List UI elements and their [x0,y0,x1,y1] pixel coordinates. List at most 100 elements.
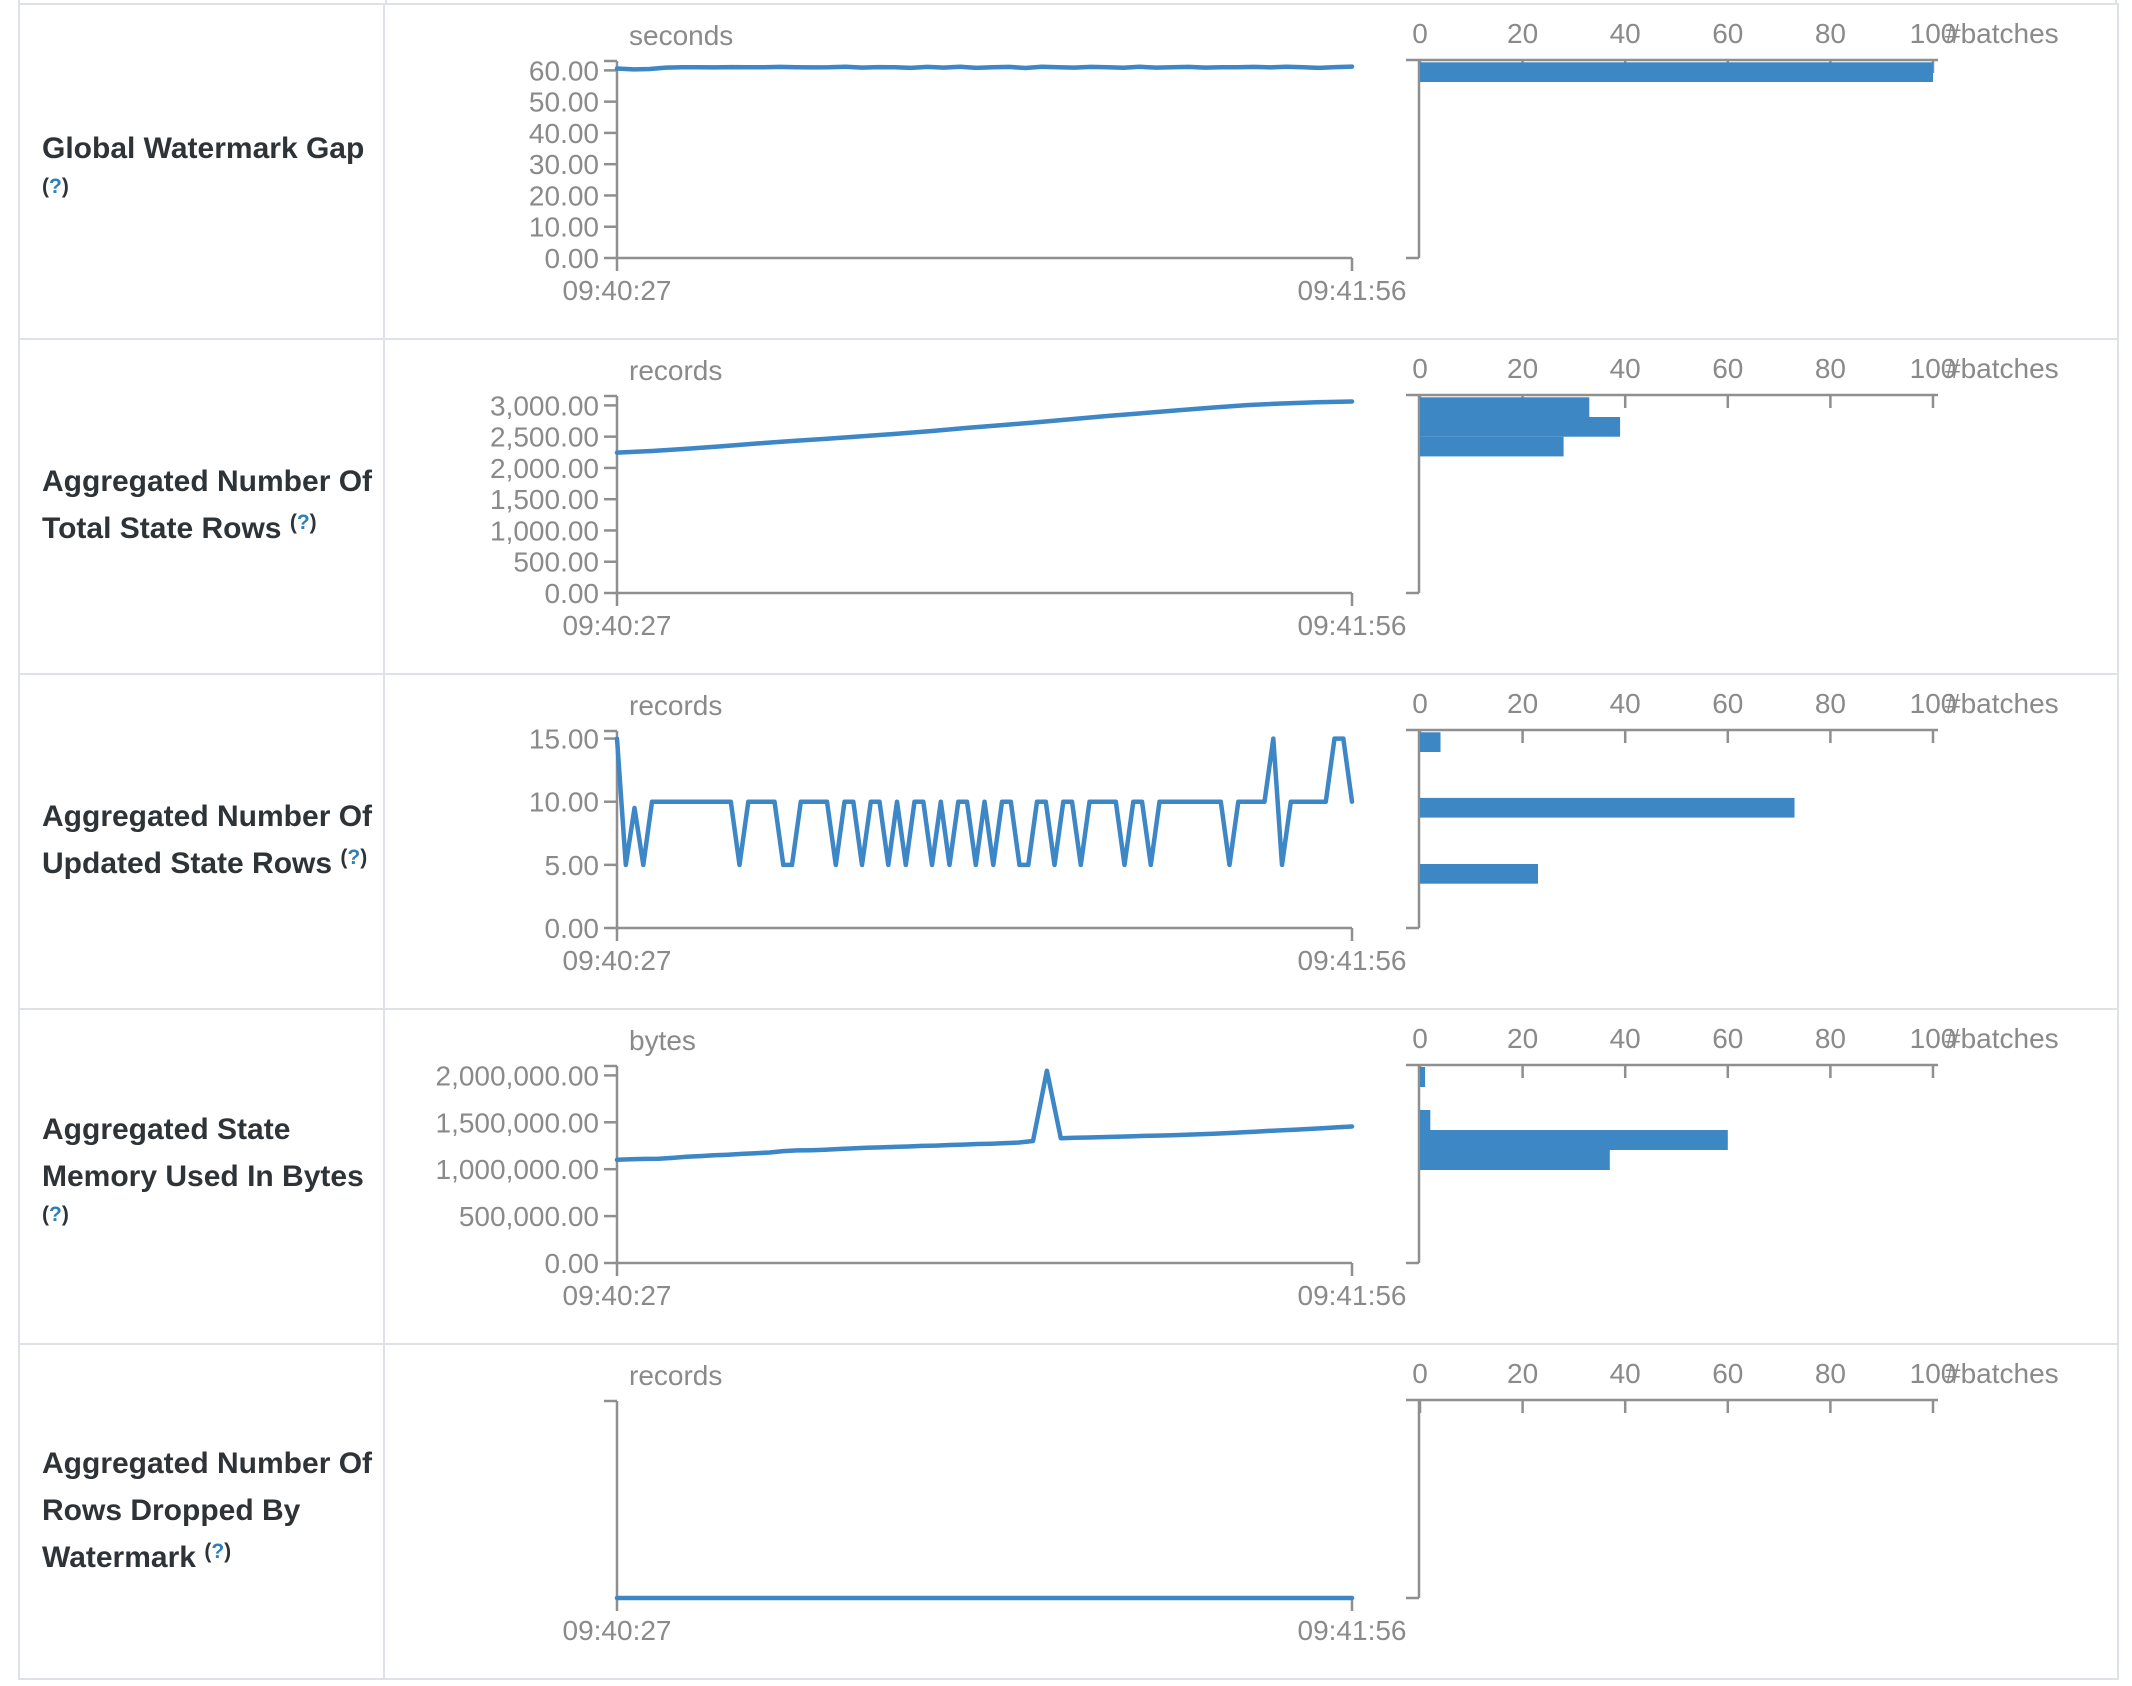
metric-charts-cell: records 09:40:27 09:41:56 0 20 40 60 80 100 #batc… [385,1345,2117,1678]
timeline-x-start-label: 09:40:27 [563,275,672,306]
timeline-x-start-label: 09:40:27 [563,1615,672,1646]
histogram-x-tick-label: 80 [1815,1358,1846,1389]
histogram-bar [1420,62,1933,82]
timeline-x-start-label: 09:40:27 [563,1280,672,1311]
metric-charts-cell: bytes 2,000,000.00 1,500,000.00 1,000,000.0… [385,1010,2117,1343]
metric-row: Aggregated Number Of Updated State Rows … [20,675,2117,1010]
timeline-y-tick-label: 500.00 [513,547,599,578]
histogram-x-tick-label: 60 [1712,1023,1743,1054]
timeline-chart: records 3,000.002,500.002,000.001,500.001… [490,355,1407,641]
timeline-y-tick-label: 0.00 [545,1248,600,1279]
histogram-x-tick-label: 0 [1412,18,1428,49]
timeline-x-end-label: 09:41:56 [1298,275,1407,306]
histogram-axis-title: #batches [1945,353,2059,384]
histogram-x-tick-label: 60 [1712,688,1743,719]
timeline-y-tick-label: 3,000.00 [490,390,599,421]
charts-svg: bytes 2,000,000.00 1,500,000.00 1,000,000.0… [436,1023,2059,1311]
histogram-x-tick-label: 100 [1910,353,1957,384]
histogram-x-tick-label: 20 [1507,1358,1538,1389]
histogram-x-tick-label: 20 [1507,18,1538,49]
timeline-series-line [614,1068,1355,1163]
histogram-x-tick-label: 100 [1910,18,1957,49]
timeline-y-tick-label: 2,000,000.00 [436,1060,600,1091]
metric-row: Global Watermark Gap(?) (?) seconds60.00… [20,5,2117,340]
timeline-unit-label: records [629,355,722,386]
histogram-x-tick-label: 80 [1815,353,1846,384]
histogram-bar [1420,1067,1426,1087]
timeline-y-tick-label: 60.00 [529,55,599,86]
histogram-x-tick-label: 0 [1412,688,1428,719]
histogram-chart: 0 20 40 60 80 100#batches [1406,353,2059,595]
histogram-x-tick-label: 20 [1507,1023,1538,1054]
timeline-y-tick-label: 1,000.00 [490,515,599,546]
histogram-x-tick-label: 40 [1610,688,1641,719]
histogram-x-tick-label: 80 [1815,1023,1846,1054]
help-icon[interactable]: (?) [340,846,368,869]
metric-charts-cell: records 3,000.00 2,500.00 2,000.00 1,500.00 1… [385,340,2117,673]
help-icon[interactable]: (?) [42,1203,69,1226]
histogram-x-tick-label: 0 [1412,353,1428,384]
histogram-bar [1420,1110,1431,1130]
histogram-bar [1420,1130,1728,1150]
timeline-y-tick-label: 500,000.00 [459,1201,599,1232]
timeline-y-tick-label: 0.00 [545,913,600,944]
timeline-y-tick-label: 0.00 [545,243,600,274]
timeline-y-tick-label: 10.00 [529,212,599,243]
table-top-remnant-mid [385,0,387,4]
timeline-unit-label: records [629,1360,722,1391]
histogram-bar [1420,732,1441,752]
histogram-chart: 0 20 40 60 80 100#batches [1406,18,2059,260]
timeline-y-tick-label: 50.00 [529,87,599,118]
histogram-x-tick-label: 40 [1610,1023,1641,1054]
timeline-y-tick-label: 1,500.00 [490,484,599,515]
metric-label-cell: Aggregated Number Of Updated State Rows … [20,675,385,1008]
timeline-x-start-label: 09:40:27 [563,945,672,976]
charts-svg: records 09:40:27 09:41:56 0 20 40 60 80 100#batc… [563,1358,2059,1646]
histogram-axis-title: #batches [1945,688,2059,719]
histogram-x-tick-label: 40 [1610,18,1641,49]
timeline-chart: bytes 2,000,000.00 1,500,000.00 1,000,000.0… [436,1025,1407,1311]
timeline-x-start-label: 09:40:27 [563,610,672,641]
help-icon[interactable]: (?) [204,1539,232,1563]
histogram-x-tick-label: 60 [1712,1358,1743,1389]
metric-charts-cell: seconds 60.00 50.00 40.00 30.00 20.00 10.00 0.0… [385,5,2117,338]
metric-row: Aggregated State Memory Used In Bytes (?)… [20,1010,2117,1345]
timeline-y-tick-label: 2,500.00 [490,422,599,453]
timeline-y-tick-label: 40.00 [529,118,599,149]
metric-label: Global Watermark Gap [42,131,365,165]
metric-label-cell: Global Watermark Gap(?) (?) [20,5,385,338]
histogram-x-tick-label: 40 [1610,353,1641,384]
timeline-y-tick-label: 0.00 [545,578,600,609]
histogram-x-tick-label: 100 [1910,1023,1957,1054]
help-icon[interactable]: (?) [289,511,317,534]
timeline-chart: seconds 60.0050.0040.0030.0020.0010.000.0… [529,20,1407,306]
timeline-unit-label: bytes [629,1025,696,1056]
histogram-x-tick-label: 60 [1712,353,1743,384]
histogram-axis-title: #batches [1945,18,2059,49]
histogram-x-tick-label: 60 [1712,18,1743,49]
help-icon[interactable]: (?) [42,174,69,198]
streaming-metrics-table: Global Watermark Gap (?) (?) seconds 60.00… [18,3,2119,1680]
metric-label: Aggregated Number Of Total State Rows [42,465,373,545]
histogram-x-tick-label: 0 [1412,1358,1428,1389]
histogram-bar [1420,397,1590,417]
timeline-x-end-label: 09:41:56 [1298,1615,1407,1646]
timeline-y-tick-label: 20.00 [529,180,599,211]
histogram-x-tick-label: 100 [1910,688,1957,719]
timeline-series-line [614,399,1355,455]
timeline-y-tick-label: 1,000,000.00 [436,1154,600,1185]
histogram-axis-title: #batches [1945,1358,2059,1389]
histogram-chart: 0 20 40 60 80 100#batches [1406,1023,2059,1265]
timeline-unit-label: records [629,690,722,721]
histogram-chart: 0 20 40 60 80 100#batches [1406,688,2059,930]
histogram-x-tick-label: 0 [1412,1023,1428,1054]
metric-label: Aggregated State Memory Used In Bytes [42,1113,364,1193]
histogram-x-tick-label: 100 [1910,1358,1957,1389]
histogram-x-tick-label: 80 [1815,688,1846,719]
timeline-x-end-label: 09:41:56 [1298,610,1407,641]
histogram-x-tick-label: 80 [1815,18,1846,49]
histogram-axis-title: #batches [1945,1023,2059,1054]
timeline-series-line [614,736,1355,868]
histogram-bar [1420,797,1795,818]
